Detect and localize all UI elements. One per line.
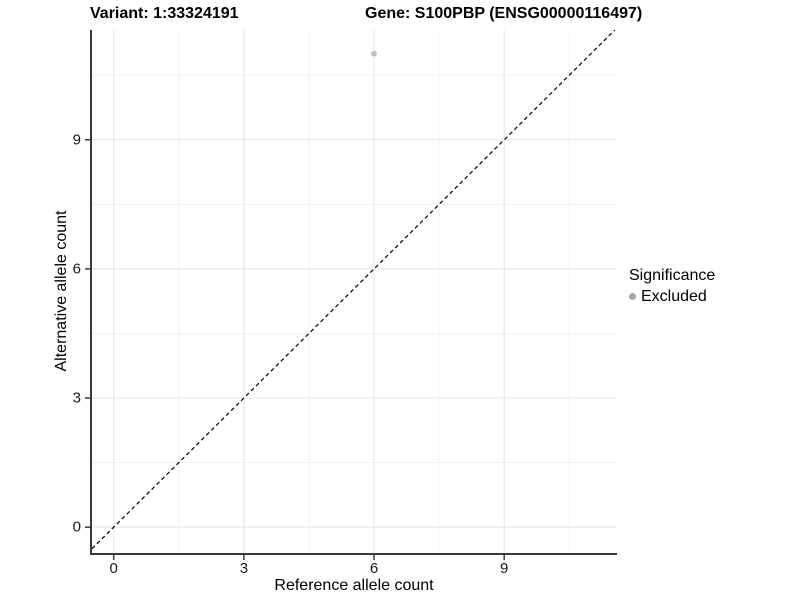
identity-reference-line bbox=[91, 29, 616, 550]
x-axis-title: Reference allele count bbox=[274, 577, 434, 594]
x-tick-label: 0 bbox=[109, 560, 118, 577]
y-axis-title: Alternative allele count bbox=[53, 210, 70, 372]
y-tick-label: 6 bbox=[72, 260, 81, 278]
legend-item-excluded: Excluded bbox=[629, 287, 715, 306]
x-tick-label: 3 bbox=[239, 560, 249, 577]
y-tick-label: 9 bbox=[72, 131, 81, 149]
legend-point-icon bbox=[629, 293, 636, 300]
data-point[interactable] bbox=[371, 50, 377, 57]
legend-item-label: Excluded bbox=[641, 288, 707, 305]
y-tick-label: 3 bbox=[72, 389, 81, 407]
x-tick-label: 6 bbox=[369, 560, 379, 577]
title-variant: Variant: 1:33324191 bbox=[90, 5, 239, 22]
y-tick-label: 0 bbox=[72, 518, 81, 536]
legend-title: Significance bbox=[629, 267, 716, 284]
legend: Significance Excluded bbox=[629, 266, 715, 306]
x-tick-label: 9 bbox=[500, 560, 509, 577]
title-gene: Gene: S100PBP (ENSG00000116497) bbox=[365, 5, 643, 22]
